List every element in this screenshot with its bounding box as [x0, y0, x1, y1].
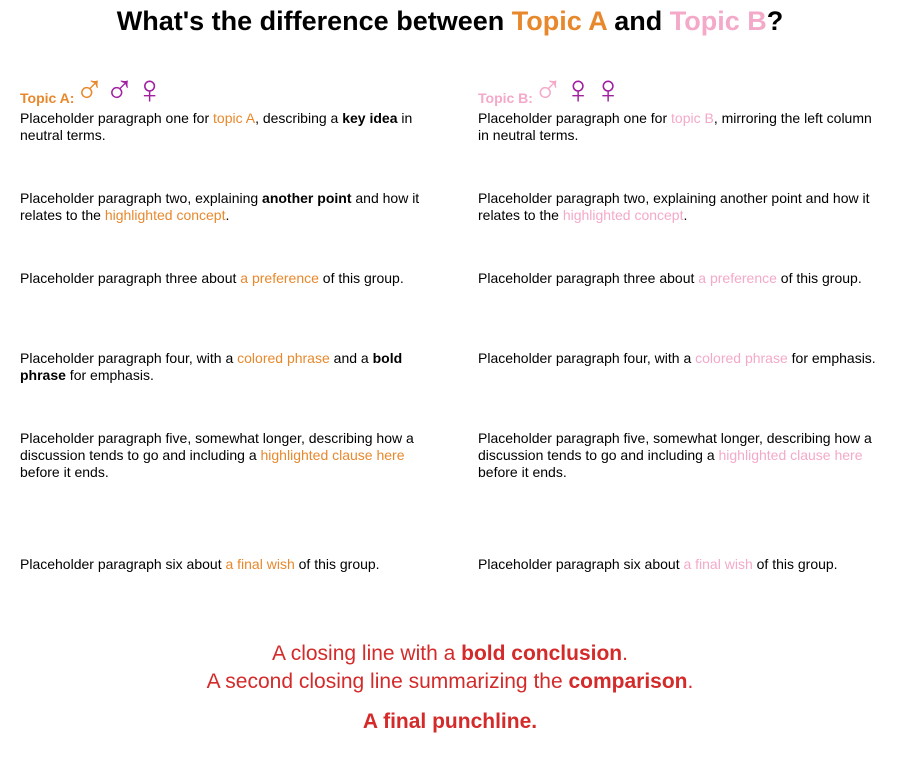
text-segment: Topic B [669, 6, 767, 36]
gender-symbol: ♂ [74, 68, 105, 112]
text-segment: Placeholder paragraph four, with a [478, 350, 696, 366]
column-header: Topic B:♂♀♀ [478, 70, 878, 110]
text-segment: , describing a [255, 110, 343, 126]
text-segment: Placeholder paragraph four, with a [20, 350, 238, 366]
text-segment: A second closing line summarizing the [206, 670, 569, 693]
text-segment: of this group. [752, 556, 838, 572]
text-segment: a preference [698, 270, 777, 286]
text-segment: ? [766, 6, 784, 36]
paragraph: Placeholder paragraph one for topic B, m… [478, 110, 878, 182]
paragraph: Placeholder paragraph three about a pref… [478, 270, 878, 342]
column-header: Topic A:♂♂♀ [20, 70, 420, 110]
text-segment: and [606, 6, 670, 36]
paragraph: Placeholder paragraph one for topic A, d… [20, 110, 420, 182]
text-segment: , mirroring the left column in neutral t… [478, 110, 872, 143]
text-segment: A closing line with a [272, 642, 462, 665]
text-segment: . [683, 207, 688, 223]
text-segment: of this group. [318, 270, 404, 286]
text-segment: of this group. [776, 270, 862, 286]
text-segment: Topic A [511, 6, 607, 36]
text-segment: of this group. [294, 556, 380, 572]
text-segment: topic B [671, 110, 714, 126]
text-segment: . [687, 670, 694, 693]
text-segment: colored phrase [695, 350, 788, 366]
gender-symbol: ♀♀ [562, 68, 623, 112]
text-segment: Placeholder paragraph two, explaining [20, 190, 263, 206]
footer-line: A final punchline. [0, 710, 900, 734]
text-segment: highlighted concept [104, 207, 226, 223]
paragraph: Placeholder paragraph five, somewhat lon… [20, 430, 420, 548]
paragraph: Placeholder paragraph six about a final … [478, 556, 878, 628]
text-segment: and a [329, 350, 373, 366]
text-segment: in neutral terms. [20, 110, 413, 143]
right-column: Topic B:♂♀♀ Placeholder paragraph one for… [478, 70, 878, 636]
text-segment: . [225, 207, 230, 223]
text-segment: a final wish [225, 556, 295, 572]
text-segment: Placeholder paragraph one for [478, 110, 672, 126]
paragraph: Placeholder paragraph four, with a color… [478, 350, 878, 422]
text-segment: Placeholder paragraph six about [20, 556, 226, 572]
paragraph: Placeholder paragraph two, explaining an… [20, 190, 420, 262]
text-segment: A final punchline. [362, 710, 538, 733]
text-segment: another point [262, 190, 352, 206]
text-segment: highlighted clause here [260, 447, 405, 463]
text-segment: . [622, 642, 628, 665]
text-segment: highlighted concept [562, 207, 684, 223]
left-column: Topic A:♂♂♀ Placeholder paragraph one for… [20, 70, 420, 636]
text-segment: Placeholder paragraph one for [20, 110, 214, 126]
paragraph: Placeholder paragraph four, with a color… [20, 350, 420, 422]
text-segment: Placeholder paragraph three about [478, 270, 699, 286]
column-label: Topic B: [478, 90, 533, 106]
text-segment: highlighted clause here [718, 447, 863, 463]
paragraph: Placeholder paragraph six about a final … [20, 556, 420, 628]
text-segment: Placeholder paragraph three about [20, 270, 241, 286]
text-segment: for emphasis. [787, 350, 876, 366]
text-segment: Placeholder paragraph two, explaining an… [478, 190, 870, 223]
text-segment: bold phrase [20, 350, 403, 383]
title: What's the difference between Topic A an… [0, 6, 900, 37]
gender-symbol: ♂ [532, 68, 563, 112]
paragraph: Placeholder paragraph two, explaining an… [478, 190, 878, 262]
text-segment: before it ends. [478, 464, 567, 480]
text-segment: bold conclusion [461, 642, 623, 665]
footer-line: A second closing line summarizing the co… [0, 670, 900, 694]
gender-symbol: ♂♀ [104, 68, 165, 112]
footer-line: A closing line with a bold conclusion. [0, 642, 900, 666]
text-segment: Placeholder paragraph six about [478, 556, 684, 572]
text-segment: for emphasis. [65, 367, 154, 383]
text-segment: key idea [342, 110, 398, 126]
text-segment: topic A [213, 110, 256, 126]
text-segment: and how it relates to the [20, 190, 420, 223]
column-label: Topic A: [20, 90, 75, 106]
text-segment: a preference [240, 270, 319, 286]
paragraph: Placeholder paragraph five, somewhat lon… [478, 430, 878, 548]
text-segment: a final wish [683, 556, 753, 572]
text-segment: colored phrase [237, 350, 330, 366]
text-segment: Placeholder paragraph five, somewhat lon… [20, 430, 414, 463]
text-segment: comparison [568, 670, 688, 693]
footer: A closing line with a bold conclusion. A … [0, 642, 900, 738]
paragraph: Placeholder paragraph three about a pref… [20, 270, 420, 342]
text-segment: What's the difference between [116, 6, 512, 36]
text-segment: Placeholder paragraph five, somewhat lon… [478, 430, 872, 463]
text-segment: before it ends. [20, 464, 109, 480]
